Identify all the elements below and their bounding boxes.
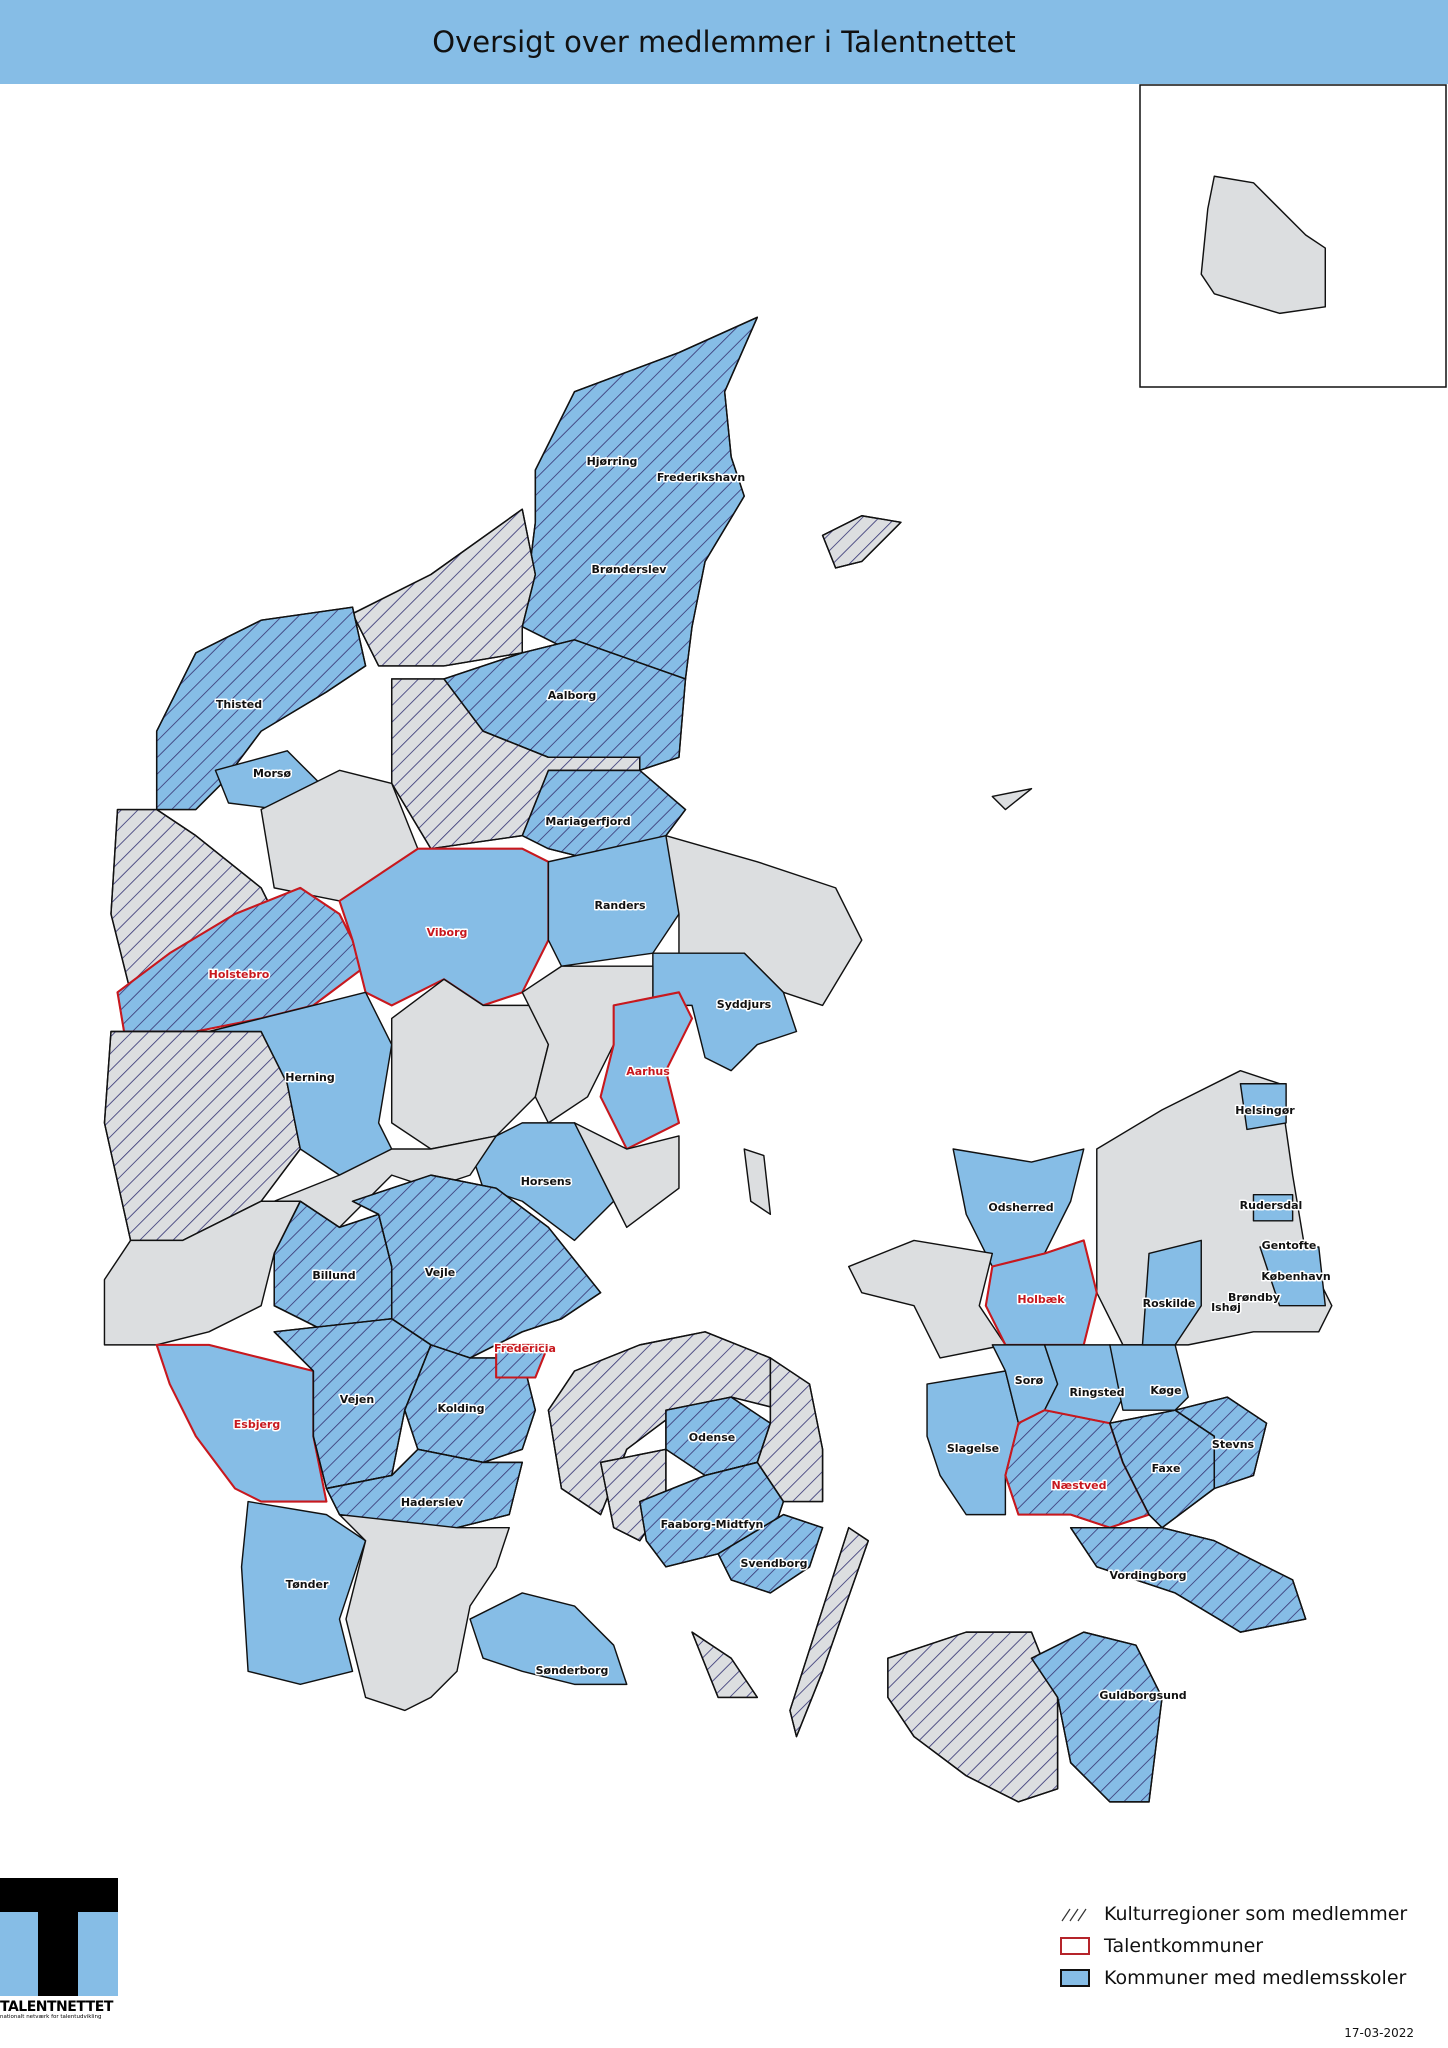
hatch-swatch-icon bbox=[1061, 1908, 1087, 1922]
talentkommune-outline bbox=[599, 991, 694, 1151]
legend-label: Kulturregioner som medlemmer bbox=[1104, 1903, 1408, 1925]
municipality-label: Brøndby bbox=[1228, 1291, 1280, 1304]
municipality-area bbox=[573, 1122, 680, 1229]
municipality-label: Ringsted bbox=[1069, 1386, 1124, 1399]
title-bar: Oversigt over medlemmer i Talentnettet bbox=[0, 0, 1448, 84]
kulturregion-hatch bbox=[351, 508, 537, 667]
kulturregion-hatch bbox=[756, 1357, 824, 1503]
legend-item-talentkommuner: Talentkommuner bbox=[1060, 1930, 1407, 1962]
municipality-label: Morsø bbox=[253, 767, 291, 780]
legend-label: Talentkommuner bbox=[1104, 1935, 1264, 1957]
municipality-label: Haderslev bbox=[401, 1496, 464, 1509]
municipality-label: Mariagerfjord bbox=[545, 815, 630, 828]
kulturregion-hatch bbox=[717, 1513, 824, 1594]
municipality-label: Hjørring bbox=[587, 455, 638, 468]
municipality-area bbox=[952, 1148, 1085, 1268]
municipality-label: Tønder bbox=[286, 1578, 329, 1591]
municipality-label: Næstved bbox=[1051, 1479, 1106, 1492]
municipality-area bbox=[338, 1513, 510, 1712]
municipality-label: Gentofte bbox=[1262, 1239, 1317, 1252]
red-outline-swatch-icon bbox=[1060, 1937, 1090, 1955]
municipality-label: Viborg bbox=[427, 926, 468, 939]
municipality-label: Aalborg bbox=[548, 689, 596, 702]
municipality-label: Rudersdal bbox=[1240, 1199, 1303, 1212]
map-date: 17-03-2022 bbox=[1344, 2026, 1414, 2040]
municipality-label: Faaborg-Midtfyn bbox=[661, 1518, 764, 1531]
municipality-label: Holstebro bbox=[209, 968, 270, 981]
logo-t-icon bbox=[0, 1878, 118, 1996]
talentnettet-logo: TALENTNETTET nationalt netværk for talen… bbox=[0, 1878, 118, 2021]
municipality-label: Herning bbox=[285, 1071, 334, 1084]
municipality-label: Vejle bbox=[425, 1266, 455, 1279]
logo-tagline: nationalt netværk for talentudvikling bbox=[0, 2014, 102, 2020]
municipality-label: Vordingborg bbox=[1110, 1569, 1187, 1582]
municipality-label: Randers bbox=[594, 899, 645, 912]
kulturregion-hatch bbox=[1030, 1631, 1163, 1803]
municipality-label: Køge bbox=[1150, 1384, 1181, 1397]
municipality-label: København bbox=[1261, 1270, 1330, 1283]
municipality-label: Slagelse bbox=[947, 1442, 999, 1455]
municipality-label: Odsherred bbox=[988, 1201, 1053, 1214]
municipality-label: Billund bbox=[312, 1269, 355, 1282]
municipality-label: Syddjurs bbox=[717, 998, 772, 1011]
municipality-label: Vejen bbox=[340, 1393, 374, 1406]
talentkommune-outline bbox=[155, 1343, 328, 1503]
municipality-area bbox=[1252, 1193, 1294, 1222]
kulturregion-hatch bbox=[691, 1631, 759, 1699]
talentkommune-outline bbox=[495, 1343, 550, 1379]
municipality-label: Stevns bbox=[1212, 1438, 1255, 1451]
municipality-area bbox=[847, 1239, 1007, 1359]
talentkommune-outline bbox=[338, 847, 550, 1007]
municipality-label: Faxe bbox=[1152, 1462, 1181, 1475]
kulturregion-hatch bbox=[1174, 1396, 1268, 1490]
municipality-area bbox=[469, 1592, 628, 1686]
municipality-area bbox=[1259, 1246, 1327, 1307]
municipality-label: Horsens bbox=[521, 1175, 572, 1188]
municipality-label: Kolding bbox=[437, 1402, 484, 1415]
municipality-area bbox=[1239, 1083, 1287, 1131]
municipality-label: Frederikshavn bbox=[657, 471, 745, 484]
kulturregion-hatch bbox=[789, 1526, 870, 1738]
logo-wordmark: TALENTNETTET bbox=[0, 1999, 113, 2015]
municipality-label: Helsingør bbox=[1235, 1104, 1295, 1117]
legend-item-kulturregioner: Kulturregioner som medlemmer bbox=[1060, 1898, 1407, 1930]
municipality-area bbox=[665, 834, 863, 1007]
municipality-label: Brønderslev bbox=[592, 563, 668, 576]
municipality-area bbox=[743, 1148, 772, 1216]
municipality-label: Sorø bbox=[1015, 1374, 1044, 1387]
municipality-area bbox=[103, 1200, 302, 1346]
municipality-area bbox=[240, 1500, 367, 1686]
kulturregion-hatch bbox=[887, 1631, 1059, 1803]
municipality-label: Roskilde bbox=[1143, 1297, 1196, 1310]
kulturregion-hatch bbox=[1069, 1526, 1307, 1633]
municipality-label: Fredericia bbox=[494, 1342, 556, 1355]
blue-fill-swatch-icon bbox=[1060, 1969, 1090, 1987]
municipality-label: Esbjerg bbox=[234, 1418, 280, 1431]
kulturregion-hatch bbox=[521, 316, 759, 680]
kulturregion-hatch bbox=[821, 515, 902, 569]
bornholm-inset-frame bbox=[1139, 84, 1447, 388]
municipality-label: Svendborg bbox=[741, 1557, 808, 1570]
municipality-label: Guldborgsund bbox=[1099, 1689, 1186, 1702]
municipality-area bbox=[1200, 175, 1327, 315]
municipality-label: Sønderborg bbox=[536, 1664, 609, 1677]
municipality-label: Thisted bbox=[216, 698, 262, 711]
legend-item-medlemsskoler: Kommuner med medlemsskoler bbox=[1060, 1962, 1407, 1994]
municipality-label: Aarhus bbox=[626, 1065, 670, 1078]
municipality-label: Odense bbox=[689, 1431, 736, 1444]
kulturregion-hatch bbox=[351, 1174, 602, 1359]
map-title: Oversigt over medlemmer i Talentnettet bbox=[432, 25, 1016, 59]
municipality-area bbox=[1109, 1344, 1189, 1411]
municipality-area bbox=[991, 787, 1033, 811]
talentkommune-outline bbox=[1004, 1409, 1151, 1529]
municipality-area bbox=[1141, 1239, 1202, 1346]
kulturregion-hatch bbox=[155, 606, 367, 811]
legend-label: Kommuner med medlemsskoler bbox=[1104, 1967, 1407, 1989]
municipality-label: Holbæk bbox=[1017, 1293, 1065, 1306]
legend: Kulturregioner som medlemmer Talentkommu… bbox=[1060, 1898, 1407, 1994]
municipality-label: Ishøj bbox=[1211, 1301, 1241, 1314]
